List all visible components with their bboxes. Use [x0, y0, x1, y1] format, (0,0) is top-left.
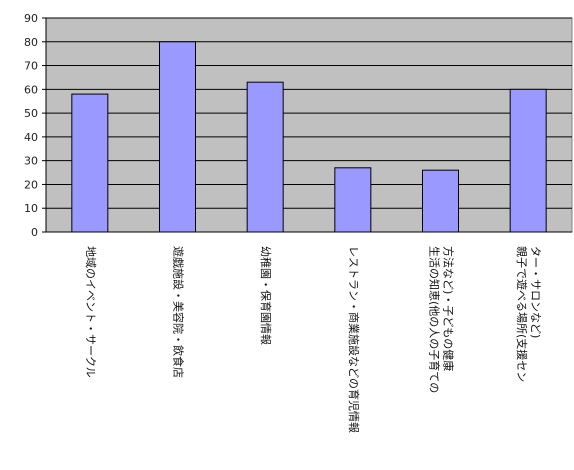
x-category-label: 遊戯施設・美容院・飲食店: [172, 246, 186, 378]
y-tick-label: 60: [24, 83, 38, 96]
gridlines: [46, 17, 572, 209]
x-category-label: レストラン・商業施設などの育児情報: [347, 246, 361, 433]
bar: [71, 93, 109, 233]
x-category-label-line: 生活の知恵(他の人の子育ての: [428, 246, 442, 393]
plot-area: [45, 17, 573, 233]
x-category-label-line: 遊戯施設・美容院・飲食店: [172, 246, 186, 378]
y-tick-label: 50: [24, 107, 38, 120]
x-category-label: 地域のイベント・サークル: [84, 246, 97, 378]
x-category-label: 生活の知恵(他の人の子育ての 方法など)・子どもの健康: [428, 246, 456, 393]
bar: [422, 169, 459, 233]
x-category-label: 親子で遊べる場所(支援セン ター・サロンなど): [515, 246, 542, 382]
y-tick-label: 30: [24, 155, 38, 168]
x-category-label-line: 地域のイベント・サークル: [84, 246, 97, 378]
y-tick-label: 0: [31, 226, 38, 239]
x-category-label-line: 幼稚園・保育園情報: [259, 246, 273, 345]
y-tick-label: 80: [24, 36, 38, 49]
bar: [246, 81, 284, 233]
y-axis: 0 10 20 30 40 50 60 70 80 90: [24, 12, 572, 239]
x-axis: 地域のイベント・サークル 遊戯施設・美容院・飲食店 幼稚園・保育園情報 レストラン・商…: [84, 246, 542, 433]
x-category-label-line: ター・サロンなど): [529, 246, 542, 338]
bar: [159, 41, 196, 233]
x-category-label-line: 方法など)・子どもの健康: [442, 246, 456, 371]
y-tick-label: 70: [24, 60, 38, 73]
bar: [334, 167, 372, 233]
y-tick-label: 90: [24, 12, 38, 25]
bar: [509, 88, 547, 233]
y-tick-label: 20: [24, 178, 38, 191]
bars: [71, 41, 547, 233]
x-category-label-line: 親子で遊べる場所(支援セン: [515, 246, 529, 382]
x-category-label-line: レストラン・商業施設などの育児情報: [347, 246, 361, 433]
x-category-label: 幼稚園・保育園情報: [259, 246, 273, 345]
y-tick-label: 10: [24, 202, 38, 215]
y-tick-label: 40: [24, 131, 38, 144]
